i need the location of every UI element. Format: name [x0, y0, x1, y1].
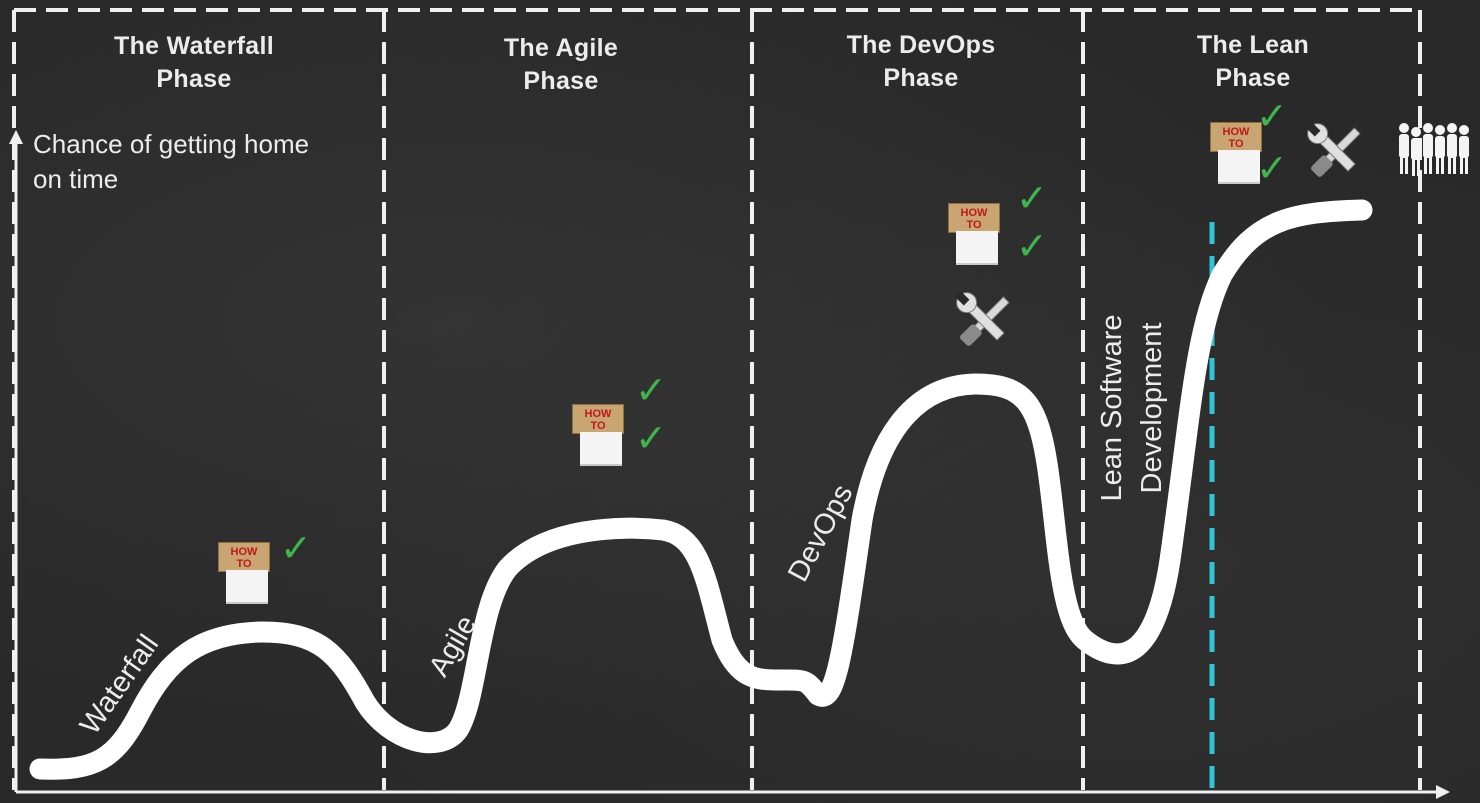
phase-title-line2: Phase [883, 64, 959, 92]
checkmark-icon: ✓ [1256, 96, 1288, 138]
howto-tag: HOW TO [572, 404, 624, 434]
curve-label-lean: Lean Software Development [1092, 308, 1172, 508]
phase-title-agile: The Agile Phase [451, 32, 671, 98]
tools-icon [1306, 122, 1361, 177]
howto-text: TO [966, 219, 982, 231]
howto-badge-icon: HOW TO [948, 203, 1000, 265]
checkmark-icon: ✓ [1016, 226, 1048, 268]
howto-text: HOW [960, 207, 988, 219]
checkmark-icon: ✓ [635, 370, 667, 412]
howto-text: HOW [584, 408, 612, 420]
x-axis-arrowhead [1436, 785, 1450, 799]
phase-title-lean: The Lean Phase [1143, 29, 1363, 95]
howto-text: TO [236, 558, 252, 570]
curve-label-lean-line1: Lean Software [1096, 314, 1128, 502]
howto-badge-icon: HOW TO [1210, 122, 1262, 184]
howto-text: TO [1228, 138, 1244, 150]
phase-title-line2: Phase [523, 67, 599, 95]
howto-paper [580, 432, 622, 466]
checkmark-icon: ✓ [280, 528, 312, 570]
howto-text: HOW [1222, 126, 1250, 138]
howto-paper [1218, 150, 1260, 184]
howto-tag: HOW TO [1210, 122, 1262, 152]
axes [9, 130, 1450, 799]
phase-title-line1: The Agile [503, 34, 619, 62]
phase-title-line1: The Lean [1196, 31, 1310, 59]
checkmark-icon: ✓ [1016, 178, 1048, 220]
howto-badge-icon: HOW TO [572, 404, 624, 466]
phase-frame [12, 8, 1422, 790]
howto-text: TO [590, 420, 606, 432]
tools-icon [955, 291, 1010, 346]
phase-title-line2: Phase [156, 65, 232, 93]
howto-paper [226, 570, 268, 604]
checkmark-icon: ✓ [1256, 148, 1288, 190]
phase-title-line2: Phase [1215, 64, 1291, 92]
progress-curve [29, 199, 1373, 780]
phase-title-waterfall: The Waterfall Phase [84, 30, 304, 96]
phase-title-line1: The DevOps [846, 31, 996, 59]
howto-tag: HOW TO [218, 542, 270, 572]
people-crowd-icon [1399, 123, 1469, 176]
howto-text: HOW [230, 546, 258, 558]
howto-tag: HOW TO [948, 203, 1000, 233]
phase-title-devops: The DevOps Phase [811, 29, 1031, 95]
y-axis-arrowhead [9, 130, 23, 144]
y-axis-label: Chance of getting home on time [33, 129, 310, 194]
howto-badge-icon: HOW TO [218, 542, 270, 604]
checkmark-icon: ✓ [635, 418, 667, 460]
phase-title-line1: The Waterfall [114, 32, 274, 60]
curve-label-lean-line2: Development [1136, 322, 1168, 494]
howto-paper [956, 231, 998, 265]
